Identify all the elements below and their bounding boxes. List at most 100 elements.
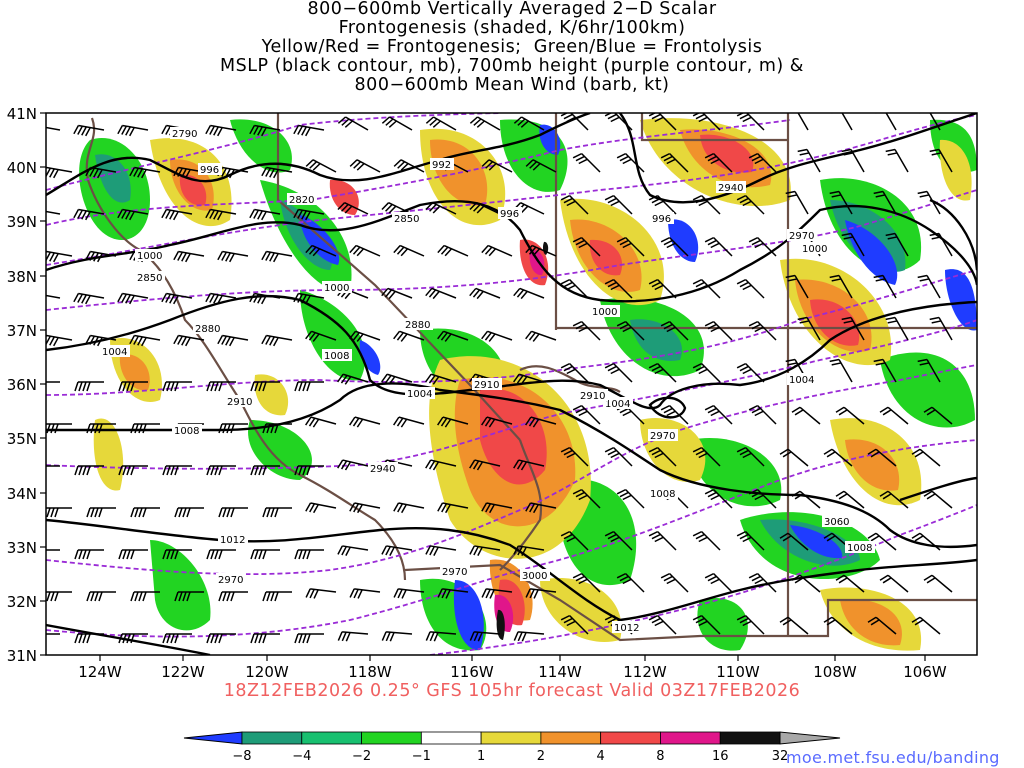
wind-barb [46, 633, 60, 637]
wind-barb [393, 159, 425, 173]
mslp-label: 996 [650, 212, 674, 225]
wind-barb [129, 166, 161, 179]
wind-barb [748, 488, 777, 509]
wind-barb [337, 631, 369, 642]
shade-red [179, 174, 207, 206]
height-2820 [46, 119, 791, 226]
wind-barb [829, 274, 853, 299]
wind-barb [787, 113, 809, 131]
wind-barb [660, 404, 689, 425]
wind-barb [525, 502, 557, 514]
wind-barb [161, 208, 193, 221]
shade-magenta [529, 249, 545, 276]
lat-label: 38N [7, 268, 37, 286]
height-label: 2880 [403, 318, 433, 331]
wind-barb [205, 124, 237, 137]
wind-barb [349, 416, 381, 428]
wind-barb [118, 549, 148, 560]
height-3060 [429, 504, 977, 655]
wind-barb [261, 250, 293, 263]
wind-barb [572, 404, 601, 425]
shade-green [500, 119, 568, 192]
lat-labels: 41N 40N 39N 38N 37N 36N 35N 34N 33N 32N … [7, 105, 37, 665]
height-label-text: 3060 [824, 517, 849, 528]
wind-barb [349, 588, 381, 599]
wind-barb [437, 416, 469, 428]
wind-barb [604, 362, 633, 383]
wind-barb [879, 574, 909, 593]
wind-barb [129, 334, 161, 347]
wind-barb [73, 292, 105, 305]
height-label-text: 2970 [650, 431, 675, 442]
wind-barb [117, 208, 149, 221]
mslp-label-text: 1012 [614, 623, 639, 634]
shade-yellow [540, 578, 622, 642]
wind-barb [305, 244, 337, 257]
mslp-label-text: 996 [200, 165, 219, 176]
lon-label: 108W [813, 663, 857, 681]
mslp-label-text: 1008 [847, 543, 872, 554]
wind-barb [162, 633, 192, 644]
wind-barb [393, 588, 425, 599]
wind-barb [217, 166, 249, 179]
wind-barb [437, 588, 469, 599]
wind-barb [648, 530, 677, 551]
shade-blue [790, 525, 843, 559]
wind-barb [748, 152, 777, 173]
wind-barb [393, 502, 425, 514]
mslp-label-text: 1004 [102, 347, 127, 358]
wind-barb [917, 190, 941, 215]
wind-barb [616, 320, 645, 341]
wind-barb [174, 591, 204, 602]
wind-barb [46, 381, 60, 385]
mslp-1000 [46, 199, 977, 303]
wind-barb [692, 530, 721, 551]
wind-barb [779, 616, 809, 635]
wind-barb [572, 488, 601, 509]
wind-barb [704, 236, 733, 257]
mslp-label: 992 [430, 158, 454, 171]
wind-barb [437, 244, 469, 257]
lon-label: 122W [161, 663, 205, 681]
wind-barb [885, 316, 909, 341]
wind-barb [873, 274, 897, 299]
wind-barb [885, 148, 909, 173]
wind-barb [85, 250, 117, 263]
wind-barb [929, 232, 953, 257]
shade-black [496, 609, 505, 640]
source-credit: moe.met.fsu.edu/banding [786, 748, 1000, 767]
shade-green [248, 420, 312, 480]
wind-barb [616, 572, 645, 593]
wind-barb [437, 330, 469, 342]
mslp-label: 1008 [322, 349, 352, 362]
lat-label: 33N [7, 539, 37, 557]
wind-barb [660, 236, 689, 257]
wind-barb [923, 574, 953, 593]
wind-barb [748, 236, 777, 257]
wind-barb [161, 292, 193, 305]
wind-barb [873, 358, 897, 383]
chart-title: 800−600mb Vertically Averaged 2−D Scalar… [0, 0, 1024, 95]
wind-barb [381, 116, 413, 131]
wind-barb [86, 591, 116, 602]
mslp-label: 1000 [135, 249, 165, 262]
wind-barb [835, 574, 865, 593]
wind-barb [46, 591, 72, 602]
wind-barb [425, 459, 457, 471]
wind-barb [469, 287, 501, 300]
mslp-label: 1000 [800, 242, 830, 255]
wind-barb [205, 208, 237, 221]
wind-barb [117, 124, 149, 137]
wind-barb [911, 616, 941, 635]
wind-barb [481, 502, 513, 514]
shade-orange [840, 599, 902, 646]
mslp-996-west [46, 113, 591, 197]
wind-barb [648, 278, 677, 299]
wind-barb [513, 545, 545, 556]
wind-barb [337, 459, 369, 471]
lon-label: 118W [348, 663, 392, 681]
wind-barb [692, 614, 721, 635]
wind-barb [118, 465, 148, 476]
height-label: 2880 [193, 322, 223, 335]
